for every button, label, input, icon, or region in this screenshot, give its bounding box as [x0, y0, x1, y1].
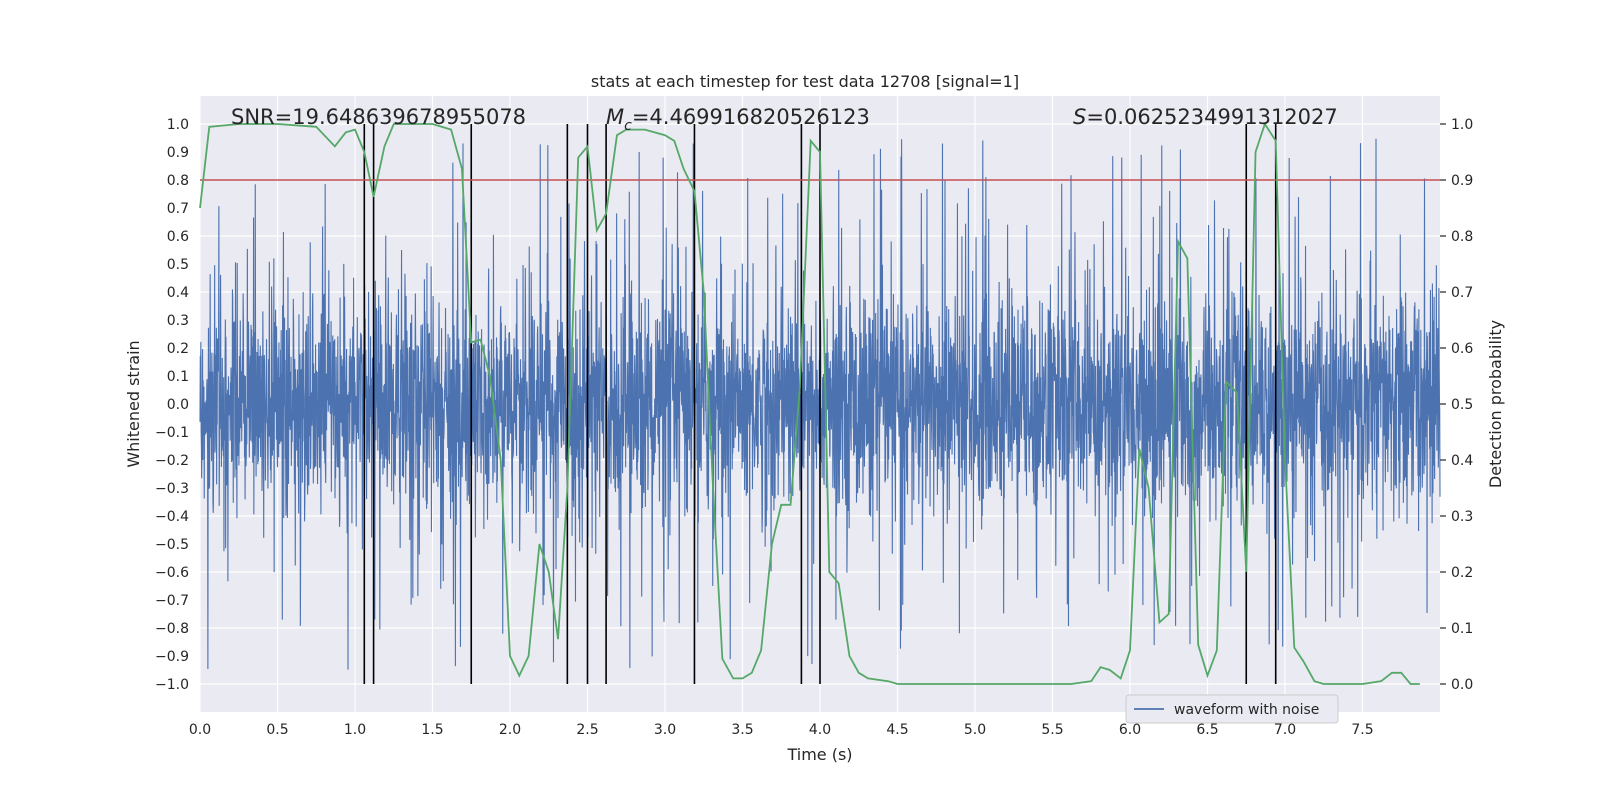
x-tick-label: 1.0: [344, 722, 366, 738]
y-tick-label: 0.0: [167, 397, 189, 413]
x-tick-label: 1.5: [421, 722, 443, 738]
x-tick-label: 0.0: [189, 722, 211, 738]
y-axis-label: Whitened strain: [124, 340, 143, 467]
y-tick-label: 0.6: [167, 229, 189, 245]
x-tick-label: 7.0: [1274, 722, 1296, 738]
y-tick-label: 0.7: [167, 201, 189, 217]
y-tick-label: −0.3: [155, 481, 189, 497]
y2-tick-label: 0.6: [1451, 341, 1473, 357]
y-tick-label: 1.0: [167, 117, 189, 133]
legend-label: waveform with noise: [1174, 702, 1319, 718]
x-tick-label: 3.0: [654, 722, 676, 738]
chirp-mass-subscript: c: [624, 118, 632, 134]
y-tick-label: 0.8: [167, 173, 189, 189]
y-tick-label: −0.5: [155, 537, 189, 553]
y-tick-label: −0.4: [155, 509, 189, 525]
x-tick-label: 3.5: [731, 722, 753, 738]
y2-tick-label: 0.4: [1451, 453, 1473, 469]
y2-tick-label: 0.9: [1451, 173, 1473, 189]
y-tick-label: 0.3: [167, 313, 189, 329]
snr-annotation: SNR=19.648639678955078: [231, 105, 526, 129]
legend: waveform with noise: [1125, 694, 1339, 724]
chirp-mass-value: =4.469916820526123: [632, 105, 870, 129]
chirp-mass-symbol: M: [606, 105, 624, 129]
y-tick-label: 0.4: [167, 285, 189, 301]
x-axis-label: Time (s): [786, 745, 852, 764]
legend-box: [1125, 694, 1339, 724]
x-tick-label: 5.0: [964, 722, 986, 738]
s-annotation: S=0.0625234991312027: [1073, 105, 1338, 129]
x-tick-label: 5.5: [1041, 722, 1063, 738]
y-tick-label: −0.1: [155, 425, 189, 441]
y2-tick-label: 0.2: [1451, 565, 1473, 581]
y2-tick-label: 0.5: [1451, 397, 1473, 413]
y2-tick-label: 1.0: [1451, 117, 1473, 133]
detection-probability-line: [199, 121, 1420, 685]
left-y-axis-ticks: −1.0 −0.9 −0.8 −0.7 −0.6 −0.5 −0.4 −0.3 −0.2 −0.1…: [155, 117, 189, 693]
x-tick-label: 2.0: [499, 722, 521, 738]
x-tick-label: 7.5: [1351, 722, 1373, 738]
y-tick-label: 0.2: [167, 341, 189, 357]
y2-tick-label: 0.8: [1451, 229, 1473, 245]
y-tick-label: 0.9: [167, 145, 189, 161]
y-tick-label: −0.6: [155, 565, 189, 581]
x-tick-label: 2.5: [576, 722, 598, 738]
x-tick-label: 0.5: [266, 722, 288, 738]
s-value: =0.0625234991312027: [1086, 105, 1337, 129]
y2-tick-label: 0.7: [1451, 285, 1473, 301]
x-tick-label: 4.0: [809, 722, 831, 738]
y2-tick-label: 0.0: [1451, 677, 1473, 693]
s-symbol: S: [1073, 105, 1086, 129]
chirp-mass-annotation: Mc=4.469916820526123: [606, 105, 870, 134]
x-tick-label: 6.0: [1119, 722, 1141, 738]
y-tick-label: −0.7: [155, 593, 189, 609]
y-tick-label: −0.2: [155, 453, 189, 469]
x-tick-label: 6.5: [1196, 722, 1218, 738]
y-tick-label: −0.9: [155, 649, 189, 665]
y2-tick-label: 0.3: [1451, 509, 1473, 525]
event-markers: [363, 124, 1277, 684]
x-tick-label: 4.5: [886, 722, 908, 738]
y2-tick-label: 0.1: [1451, 621, 1473, 637]
y-tick-label: 0.5: [167, 257, 189, 273]
right-y-axis-ticks: 0.0 0.1 0.2 0.3 0.4 0.5 0.6 0.7 0.8 0.9 1.0: [1440, 117, 1473, 693]
y-tick-label: 0.1: [167, 369, 189, 385]
chart-title: stats at each timestep for test data 127…: [591, 72, 1019, 91]
y-tick-label: −0.8: [155, 621, 189, 637]
x-axis-ticks: 0.0 0.5 1.0 1.5 2.0 2.5 3.0 3.5 4.0 4.5 5.0 5.5 6.0 6…: [189, 722, 1374, 738]
y-tick-label: −1.0: [155, 677, 189, 693]
y2-axis-label: Detection probability: [1486, 320, 1505, 488]
